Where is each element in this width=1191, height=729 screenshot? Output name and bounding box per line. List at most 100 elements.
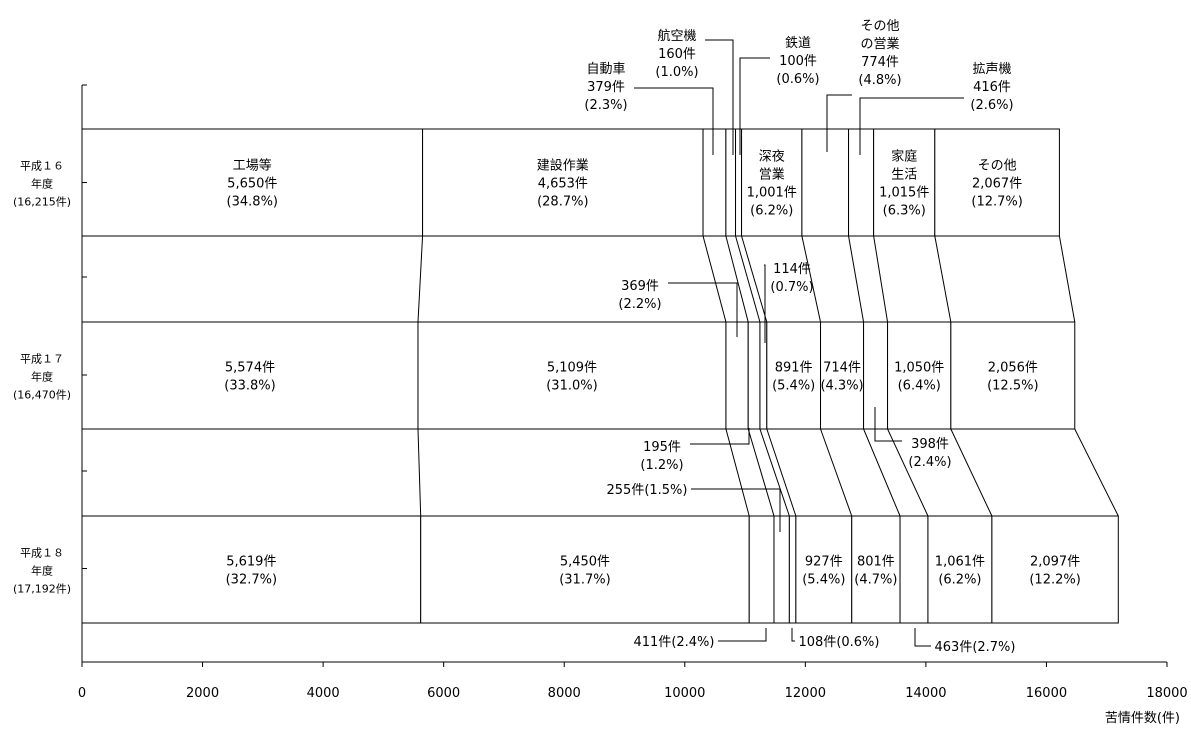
- connector-line: [747, 428, 775, 517]
- bar-segment: [873, 128, 936, 237]
- callout-label-line: 拡声機: [972, 62, 1011, 77]
- category-label: 平成１７ 年度 (16,470件): [13, 353, 71, 402]
- data-label-line: (28.7%): [537, 195, 588, 210]
- callout-label-line: (0.7%): [770, 280, 813, 295]
- callout-label: 195件 (1.2%): [640, 440, 683, 473]
- bar-segment: [725, 321, 749, 430]
- callout-label: 拡声機 416件 (2.6%): [970, 62, 1013, 113]
- callout-label: 114件 (0.7%): [770, 262, 813, 295]
- data-label-line: (31.0%): [546, 379, 597, 394]
- connector-line: [863, 428, 901, 517]
- callout-label: その他の営業 774件 (4.8%): [858, 19, 901, 88]
- x-tick-label: 0: [78, 686, 86, 701]
- callout-labels: 自動車 379件 (2.3%) 航空機 160件 (1.0%) 鉄道 100件 (0.6%) その…: [584, 19, 1015, 655]
- callout-label-line: 369件: [621, 279, 659, 294]
- data-label-line: (5.4%): [802, 573, 845, 588]
- callout-label-line: 255件(1.5%): [607, 483, 688, 498]
- callout-label-line: 398件: [911, 437, 949, 452]
- data-label: 工場等 5,650件 (34.8%): [227, 158, 278, 210]
- x-tick-label: 12000: [785, 686, 826, 701]
- connector-line: [766, 428, 797, 517]
- callout-label: 398件 (2.4%): [908, 437, 951, 470]
- connector-line: [887, 428, 929, 517]
- data-label-line: 1,015件: [879, 186, 929, 201]
- callout-label: 108件(0.6%): [799, 635, 880, 650]
- data-label-line: (33.8%): [224, 379, 275, 394]
- leader-line: [859, 97, 964, 155]
- callout-label: 鉄道 100件 (0.6%): [776, 36, 819, 87]
- data-label: 2,056件 (12.5%): [987, 361, 1038, 394]
- category-label-line: 平成１７: [20, 353, 64, 366]
- data-label-line: (6.2%): [750, 204, 793, 219]
- data-label-line: 5,109件: [547, 361, 597, 376]
- x-tick-label: 8000: [548, 686, 581, 701]
- data-label-line: (6.2%): [938, 573, 981, 588]
- callout-label-line: 411件(2.4%): [634, 635, 715, 650]
- data-label-line: 2,097件: [1030, 555, 1080, 570]
- data-label: 1,061件 (6.2%): [935, 555, 985, 588]
- bar-segment: [748, 515, 775, 624]
- callout-label-line: 774件: [861, 55, 899, 70]
- connector-line: [1058, 235, 1076, 323]
- leader-line: [874, 407, 902, 442]
- data-label: 891件 (5.4%): [772, 361, 815, 394]
- data-label-line: 建設作業: [537, 158, 589, 174]
- callout-label-line: (2.2%): [618, 297, 661, 312]
- data-label: 714件 (4.3%): [820, 361, 863, 394]
- x-tick-label: 2000: [186, 686, 219, 701]
- x-tick-label: 6000: [427, 686, 460, 701]
- data-label-line: (4.7%): [854, 573, 897, 588]
- data-label-line: 1,050件: [894, 361, 944, 376]
- data-label-line: 生活: [891, 168, 917, 183]
- data-label: 927件 (5.4%): [802, 555, 845, 588]
- bar-segment: [766, 321, 822, 430]
- x-tick-label: 4000: [307, 686, 340, 701]
- connector-line: [848, 235, 865, 323]
- leader-line: [691, 488, 781, 532]
- leader-line: [826, 94, 852, 152]
- data-label-line: 5,574件: [225, 361, 275, 376]
- category-label-line: 平成１８: [20, 547, 64, 560]
- data-label: 5,574件 (33.8%): [224, 361, 275, 394]
- leader-line: [718, 628, 767, 642]
- data-label-line: (34.8%): [227, 195, 278, 210]
- bar-segment: [795, 515, 853, 624]
- x-tick-label: 18000: [1146, 686, 1187, 701]
- data-label-line: 営業: [759, 167, 785, 183]
- data-label-line: (12.5%): [987, 379, 1038, 394]
- connector-line: [759, 428, 790, 517]
- bar-segment: [702, 128, 727, 237]
- callout-label-line: 自動車: [586, 62, 625, 77]
- callout-label: 255件(1.5%): [607, 483, 688, 498]
- data-label-line: (31.7%): [559, 573, 610, 588]
- connector-line: [873, 235, 889, 323]
- bars: [81, 128, 1119, 624]
- data-label-line: 4,653件: [538, 177, 588, 192]
- connector-line: [702, 235, 727, 323]
- data-label: 1,050件 (6.4%): [894, 361, 944, 394]
- callout-label-line: 航空機: [657, 28, 696, 44]
- x-tick-label: 16000: [1026, 686, 1067, 701]
- bar-segment: [950, 321, 1076, 430]
- connector-line: [735, 235, 761, 323]
- category-labels: 平成１６ 年度 (16,215件) 平成１７ 年度 (16,470件) 平成１８ 年度 (17,…: [13, 160, 71, 596]
- data-label-line: 1,001件: [747, 186, 797, 201]
- category-label-line: (17,192件): [13, 583, 71, 596]
- connector-line: [801, 235, 822, 323]
- callout-label-line: (2.4%): [908, 455, 951, 470]
- callout-label-line: 108件(0.6%): [799, 635, 880, 650]
- data-label: 深夜営業 1,001件 (6.2%): [747, 150, 797, 219]
- data-label: 建設作業 4,653件 (28.7%): [537, 158, 589, 210]
- callout-label-line: の営業: [860, 36, 899, 52]
- leader-line: [634, 87, 714, 155]
- data-label: 5,109件 (31.0%): [546, 361, 597, 394]
- bar-segment: [759, 321, 768, 430]
- data-label-line: 927件: [805, 555, 843, 570]
- data-label-line: (12.7%): [971, 195, 1022, 210]
- bar-segment: [747, 321, 761, 430]
- connector-line: [417, 235, 424, 323]
- category-label-line: 平成１６: [20, 160, 64, 173]
- callout-label: 369件 (2.2%): [618, 279, 661, 312]
- bar-segment: [899, 515, 929, 624]
- x-axis: 0 2000 4000 6000 8000 10000 12000 14000 16000 180…: [78, 84, 1188, 701]
